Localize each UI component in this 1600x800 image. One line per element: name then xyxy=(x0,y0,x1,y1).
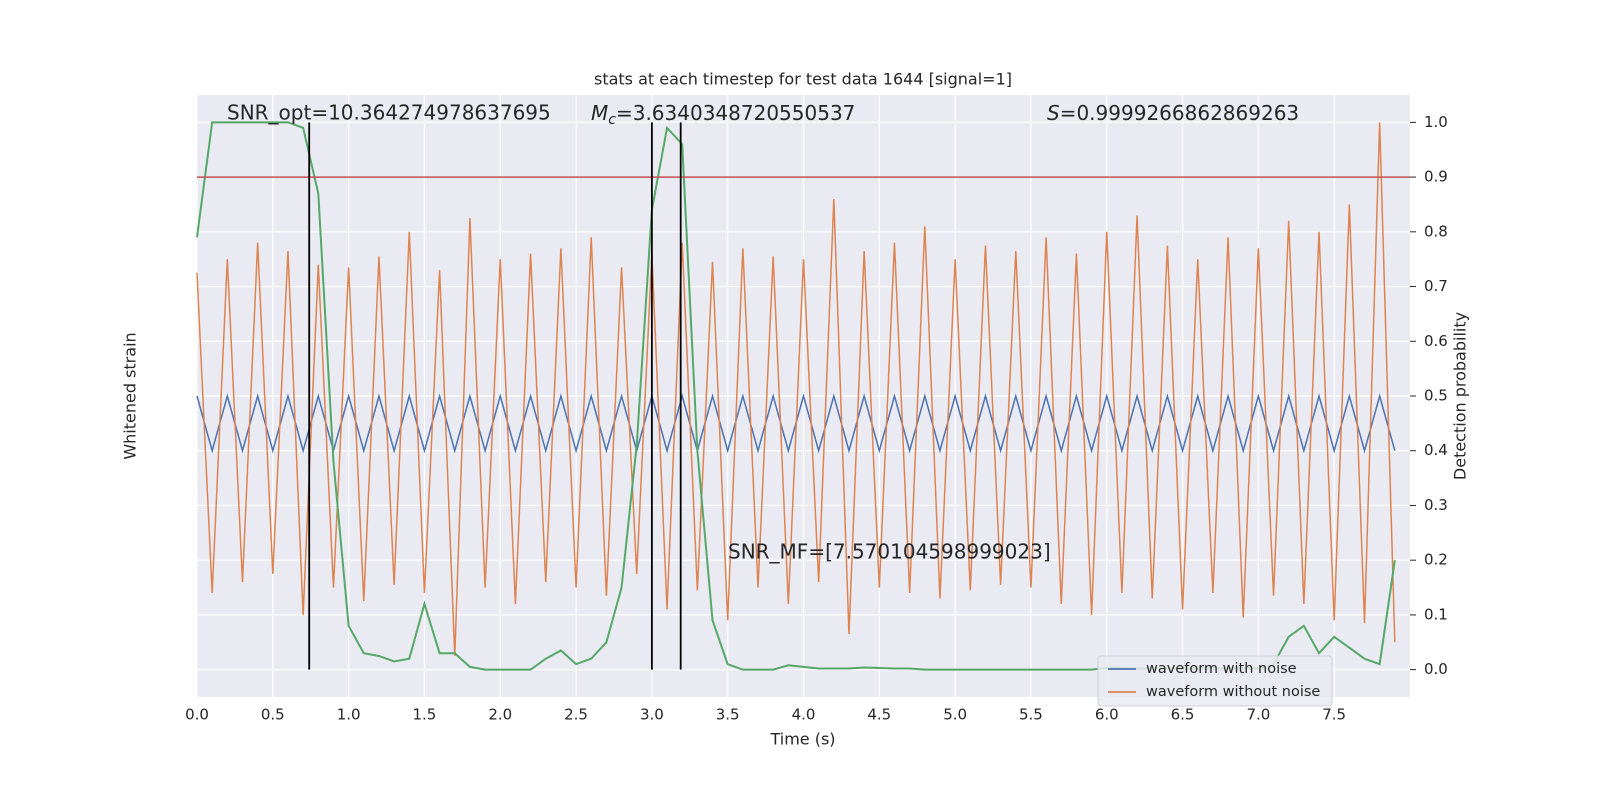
x-tick-label: 5.5 xyxy=(1019,706,1043,724)
annotation: S=0.9999266862869263 xyxy=(1047,101,1299,125)
y2-tick-label: 0.6 xyxy=(1424,332,1448,350)
x-tick-label: 0.0 xyxy=(185,706,209,724)
y2-tick-label: 0.0 xyxy=(1424,660,1448,678)
series-line xyxy=(196,122,1396,656)
x-tick-label: 3.5 xyxy=(716,706,740,724)
x-tick-label: 7.0 xyxy=(1246,706,1270,724)
x-tick-label: 5.0 xyxy=(943,706,967,724)
annotation: SNR_MF=[7.570104598999023] xyxy=(728,540,1051,564)
annotation-text: =0.9999266862869263 xyxy=(1060,101,1299,125)
annotation-subscript: c xyxy=(608,112,616,128)
x-tick-label: 0.5 xyxy=(261,706,285,724)
x-tick-label: 4.0 xyxy=(792,706,816,724)
chart-title: stats at each timestep for test data 164… xyxy=(594,70,1012,89)
y2-axis-label: Detection probability xyxy=(1451,312,1470,480)
annotation: Mc=3.6340348720550537 xyxy=(591,101,855,129)
x-tick-label: 3.0 xyxy=(640,706,664,724)
y-axis-label: Whitened strain xyxy=(121,332,140,459)
x-tick-label: 2.5 xyxy=(564,706,588,724)
legend-box xyxy=(1097,655,1333,707)
x-tick-label: 7.5 xyxy=(1322,706,1346,724)
legend-label: waveform without noise xyxy=(1146,684,1320,700)
x-tick-label: 6.0 xyxy=(1095,706,1119,724)
y2-tick-label: 0.5 xyxy=(1424,387,1448,405)
y2-tick-label: 0.7 xyxy=(1424,277,1448,295)
y2-tick-label: 0.9 xyxy=(1424,168,1448,186)
annotation-symbol: M xyxy=(591,101,608,125)
x-tick-label: 4.5 xyxy=(867,706,891,724)
y2-tick-label: 0.1 xyxy=(1424,605,1448,623)
x-tick-label: 1.5 xyxy=(413,706,437,724)
y2-tick-label: 0.4 xyxy=(1424,441,1448,459)
x-tick-label: 2.0 xyxy=(488,706,512,724)
annotation-symbol: S xyxy=(1047,101,1060,125)
legend-label: waveform with noise xyxy=(1146,661,1297,677)
x-tick-label: 1.0 xyxy=(337,706,361,724)
x-axis-label: Time (s) xyxy=(769,730,835,749)
annotation: SNR_opt=10.364274978637695 xyxy=(227,101,551,125)
annotation-text: =3.6340348720550537 xyxy=(616,101,855,125)
y2-tick-label: 0.3 xyxy=(1424,496,1448,514)
y2-tick-label: 0.2 xyxy=(1424,551,1448,569)
x-tick-label: 6.5 xyxy=(1171,706,1195,724)
y2-tick-label: 1.0 xyxy=(1424,113,1448,131)
y2-tick-label: 0.8 xyxy=(1424,222,1448,240)
